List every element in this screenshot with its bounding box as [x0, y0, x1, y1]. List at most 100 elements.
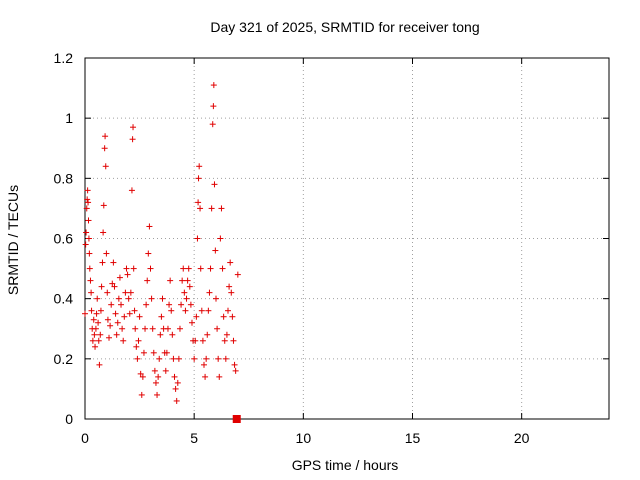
axis-ticks: 0 5 10 15 20 0 0.2 0.4 0.6 0.8 1 1.2	[54, 50, 609, 446]
data-point	[154, 391, 161, 398]
data-point	[84, 196, 91, 203]
data-point	[171, 373, 178, 380]
data-point	[103, 250, 110, 257]
data-point	[179, 277, 186, 284]
data-points	[82, 82, 241, 423]
chart-title: Day 321 of 2025, SRMTID for receiver ton…	[210, 19, 479, 35]
data-point	[234, 271, 241, 278]
data-point	[187, 301, 194, 308]
data-point	[150, 349, 157, 356]
data-point	[109, 280, 116, 287]
y-tick-label: 0.6	[54, 231, 74, 247]
data-point	[222, 355, 229, 362]
data-point	[221, 337, 228, 344]
data-point	[197, 205, 204, 212]
data-point	[180, 265, 187, 272]
data-point	[203, 355, 210, 362]
data-point	[91, 331, 98, 338]
data-point	[183, 295, 190, 302]
data-point	[100, 229, 107, 236]
data-point	[156, 355, 163, 362]
data-point	[116, 274, 123, 281]
data-point	[112, 310, 119, 317]
data-point	[138, 391, 145, 398]
data-point	[176, 325, 183, 332]
data-point	[199, 337, 206, 344]
data-point	[128, 187, 135, 194]
data-point	[164, 325, 171, 332]
data-point	[85, 199, 92, 206]
data-point	[202, 373, 209, 380]
data-point	[172, 385, 179, 392]
data-point	[178, 301, 185, 308]
data-point	[101, 145, 108, 152]
data-point	[108, 301, 115, 308]
x-tick-label: 15	[405, 430, 421, 446]
data-point	[193, 313, 200, 320]
data-point	[186, 283, 193, 290]
data-point	[99, 259, 106, 266]
data-point	[95, 337, 102, 344]
data-point	[228, 289, 235, 296]
y-axis-label: SRMTID / TECUs	[5, 185, 21, 295]
data-point	[218, 205, 225, 212]
data-point	[168, 307, 175, 314]
data-point	[158, 313, 165, 320]
data-point	[211, 181, 218, 188]
data-point	[111, 283, 118, 290]
data-point	[102, 163, 109, 170]
data-point	[135, 337, 142, 344]
data-point	[175, 355, 182, 362]
data-point	[89, 337, 96, 344]
data-point	[97, 331, 104, 338]
data-point	[88, 289, 95, 296]
y-tick-label: 0.8	[54, 170, 74, 186]
data-point	[155, 373, 162, 380]
x-tick-label: 10	[296, 430, 312, 446]
grid	[85, 58, 609, 419]
data-point	[196, 163, 203, 170]
data-point	[210, 82, 217, 89]
data-point	[231, 361, 238, 368]
data-point	[118, 301, 125, 308]
data-point	[225, 307, 232, 314]
data-point	[86, 250, 93, 257]
data-point	[130, 265, 137, 272]
x-tick-label: 0	[81, 430, 89, 446]
data-point	[184, 277, 191, 284]
data-point	[148, 295, 155, 302]
data-point	[216, 373, 223, 380]
data-point	[136, 313, 143, 320]
data-point	[169, 331, 176, 338]
data-point	[119, 325, 126, 332]
data-point	[83, 205, 90, 212]
data-point	[145, 250, 152, 257]
data-point	[82, 310, 88, 317]
data-point	[104, 289, 111, 296]
x-axis-label: GPS time / hours	[292, 457, 399, 473]
data-point	[229, 313, 236, 320]
data-point	[123, 265, 130, 272]
data-point	[162, 367, 169, 374]
data-point	[208, 205, 215, 212]
data-point	[227, 259, 234, 266]
data-point	[130, 124, 137, 131]
data-point	[195, 175, 202, 182]
data-point	[185, 265, 192, 272]
data-point	[122, 289, 129, 296]
data-point	[124, 271, 131, 278]
data-point	[129, 136, 136, 143]
data-point	[152, 379, 159, 386]
data-point	[110, 259, 117, 266]
data-point	[166, 301, 173, 308]
data-point	[223, 331, 230, 338]
data-point	[85, 235, 92, 242]
data-point	[140, 349, 147, 356]
data-point	[92, 325, 99, 332]
data-point	[209, 121, 216, 128]
data-point	[194, 235, 201, 242]
data-point	[174, 379, 181, 386]
data-point	[159, 295, 166, 302]
data-point	[205, 307, 212, 314]
data-point	[206, 289, 213, 296]
